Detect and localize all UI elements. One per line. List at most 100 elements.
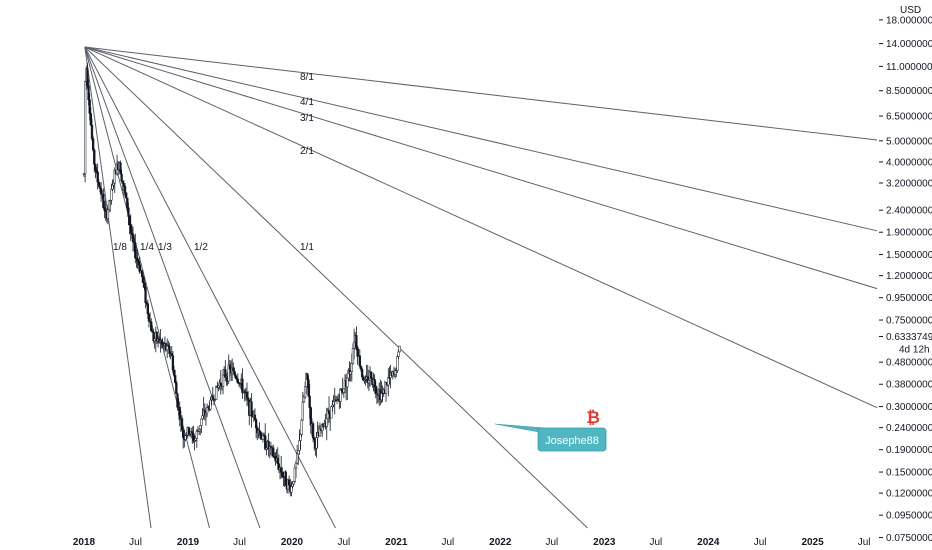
candle-body (236, 378, 240, 383)
candle-body (119, 162, 122, 175)
price-tick-label: 6.50000000 (886, 112, 932, 123)
candle-body (201, 415, 204, 420)
candle-body (99, 188, 103, 195)
time-tick-label: Jul (858, 537, 871, 548)
candle-body (86, 68, 89, 87)
time-tick-label: Jul (129, 537, 142, 548)
candle-body (215, 385, 218, 400)
price-tick-label: 23.00000000 (886, 0, 932, 3)
candle-body (102, 194, 105, 208)
candle-body (111, 184, 114, 190)
candle-body (308, 395, 311, 408)
candle-body (311, 423, 315, 439)
candle-body (367, 380, 371, 384)
candle-body (144, 286, 147, 303)
candle-body (315, 437, 318, 449)
candle-body (246, 397, 250, 401)
candle-body (127, 207, 130, 217)
callout-pointer (494, 423, 546, 434)
fan-label: 2/1 (300, 146, 314, 157)
candle-body (253, 414, 257, 420)
candle-body (126, 197, 129, 209)
candle-body (120, 173, 123, 182)
candle-body (272, 447, 275, 457)
price-tick-label: 2.40000000 (886, 206, 932, 217)
time-tick-label: Jul (545, 537, 558, 548)
candle-body (281, 472, 284, 477)
candle-body (89, 113, 92, 126)
fan-label: 1/4 (140, 242, 154, 253)
time-tick-label: Jul (337, 537, 350, 548)
time-tick-label: 2019 (177, 537, 200, 548)
candle-body (91, 138, 95, 151)
fan-line (84, 46, 588, 529)
candle-body (288, 479, 291, 486)
candle-body (264, 435, 267, 450)
candle-body (303, 386, 307, 398)
fan-line (84, 46, 336, 529)
candle-body (103, 207, 106, 211)
candle-body (292, 481, 295, 485)
candle-body (171, 355, 175, 371)
candle-body (313, 437, 316, 441)
candle-body (293, 467, 296, 482)
fan-label: 1/2 (194, 242, 208, 253)
candle-body (194, 438, 197, 441)
fan-label: 1/1 (300, 242, 314, 253)
callout-box[interactable] (537, 427, 607, 452)
candle-body (131, 234, 135, 243)
candle-body (254, 419, 258, 429)
fan-line (84, 46, 210, 529)
candle-body (250, 401, 253, 416)
candle-body (352, 341, 356, 349)
candle-body (90, 124, 94, 139)
candle-body (290, 486, 293, 493)
time-tick-label: Jul (441, 537, 454, 548)
candle-body (306, 373, 309, 381)
candle-body (121, 180, 124, 184)
time-tick-label: Jul (649, 537, 662, 548)
time-tick-label: 2022 (489, 537, 512, 548)
candle-body (153, 338, 156, 341)
candle-body (98, 186, 102, 189)
time-tick-label: 2020 (281, 537, 304, 548)
candle-body (123, 186, 127, 194)
time-tick-label: Jul (233, 537, 246, 548)
candle-body (374, 386, 377, 395)
candle-body (331, 404, 334, 408)
fan-label: 4/1 (300, 97, 314, 108)
candle-body (228, 364, 232, 370)
candle-body (234, 374, 237, 379)
time-tick-label: 2024 (697, 537, 720, 548)
candle-body (175, 382, 178, 394)
candle-body (327, 410, 331, 415)
fan-label: 8/1 (300, 72, 314, 83)
candle-body (233, 370, 236, 376)
candle-body (88, 99, 91, 114)
candles (82, 62, 401, 497)
candle-body (397, 351, 400, 357)
price-tick-label: 1.90000000 (886, 228, 932, 239)
candle-body (125, 192, 128, 199)
price-axis[interactable]: 23.00000000 18.00000000 14.00000000 11.0000… (879, 0, 932, 544)
price-tick-label: 18.00000000 (886, 15, 932, 26)
candle-body (204, 412, 208, 415)
fan-line (84, 46, 878, 409)
price-tick-label: 5.00000000 (886, 136, 932, 147)
candle-body (299, 434, 302, 441)
candle-body (150, 321, 153, 332)
candle-body (350, 363, 353, 372)
candle-body (280, 467, 283, 473)
candle-body (219, 382, 222, 386)
candle-body (191, 431, 194, 434)
candle-body (362, 376, 365, 381)
price-tick-label: 1.50000000 (886, 250, 932, 261)
time-axis[interactable]: 2018 Jul 2019 Jul 2020 Jul 2021 Jul 2022 Jul 2023 J… (73, 537, 871, 548)
